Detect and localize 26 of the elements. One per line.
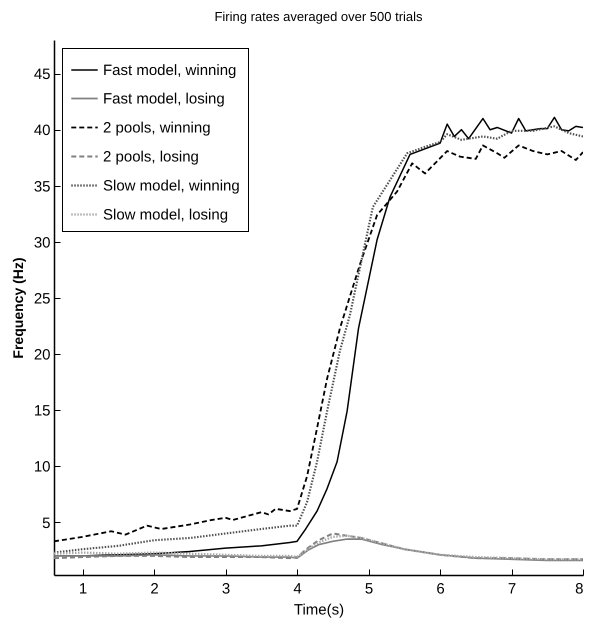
y-tick-label: 20: [34, 346, 50, 364]
x-tick-label: 1: [78, 580, 88, 598]
y-tick-label: 25: [34, 290, 50, 308]
x-axis-title: Time(s): [294, 602, 344, 618]
y-tick-label: 45: [34, 66, 50, 84]
y-tick-label: 40: [34, 122, 50, 140]
y-tick-label: 35: [34, 178, 50, 196]
chart-title: Firing rates averaged over 500 trials: [214, 9, 424, 24]
y-tick-label: 15: [34, 402, 50, 420]
x-tick-label: 8: [575, 580, 584, 598]
legend-label: Fast model, winning: [103, 62, 236, 79]
y-tick-label: 5: [42, 514, 50, 532]
y-axis-title: Frequency (Hz): [10, 257, 26, 359]
x-tick-label: 3: [222, 580, 230, 598]
x-tick-label: 6: [436, 580, 445, 598]
legend-label: Fast model, losing: [103, 90, 225, 108]
y-tick-label: 30: [34, 234, 50, 252]
x-tick-label: 7: [508, 580, 516, 598]
x-tick-label: 4: [293, 580, 302, 598]
legend-label: 2 pools, losing: [103, 148, 199, 166]
x-tick-label: 2: [150, 580, 159, 598]
legend-label: Slow model, losing: [103, 206, 228, 224]
x-tick-label: 5: [364, 580, 374, 598]
legend-label: Slow model, winning: [103, 178, 240, 194]
y-tick-label: 10: [34, 458, 50, 476]
legend-label: 2 pools, winning: [103, 120, 211, 136]
